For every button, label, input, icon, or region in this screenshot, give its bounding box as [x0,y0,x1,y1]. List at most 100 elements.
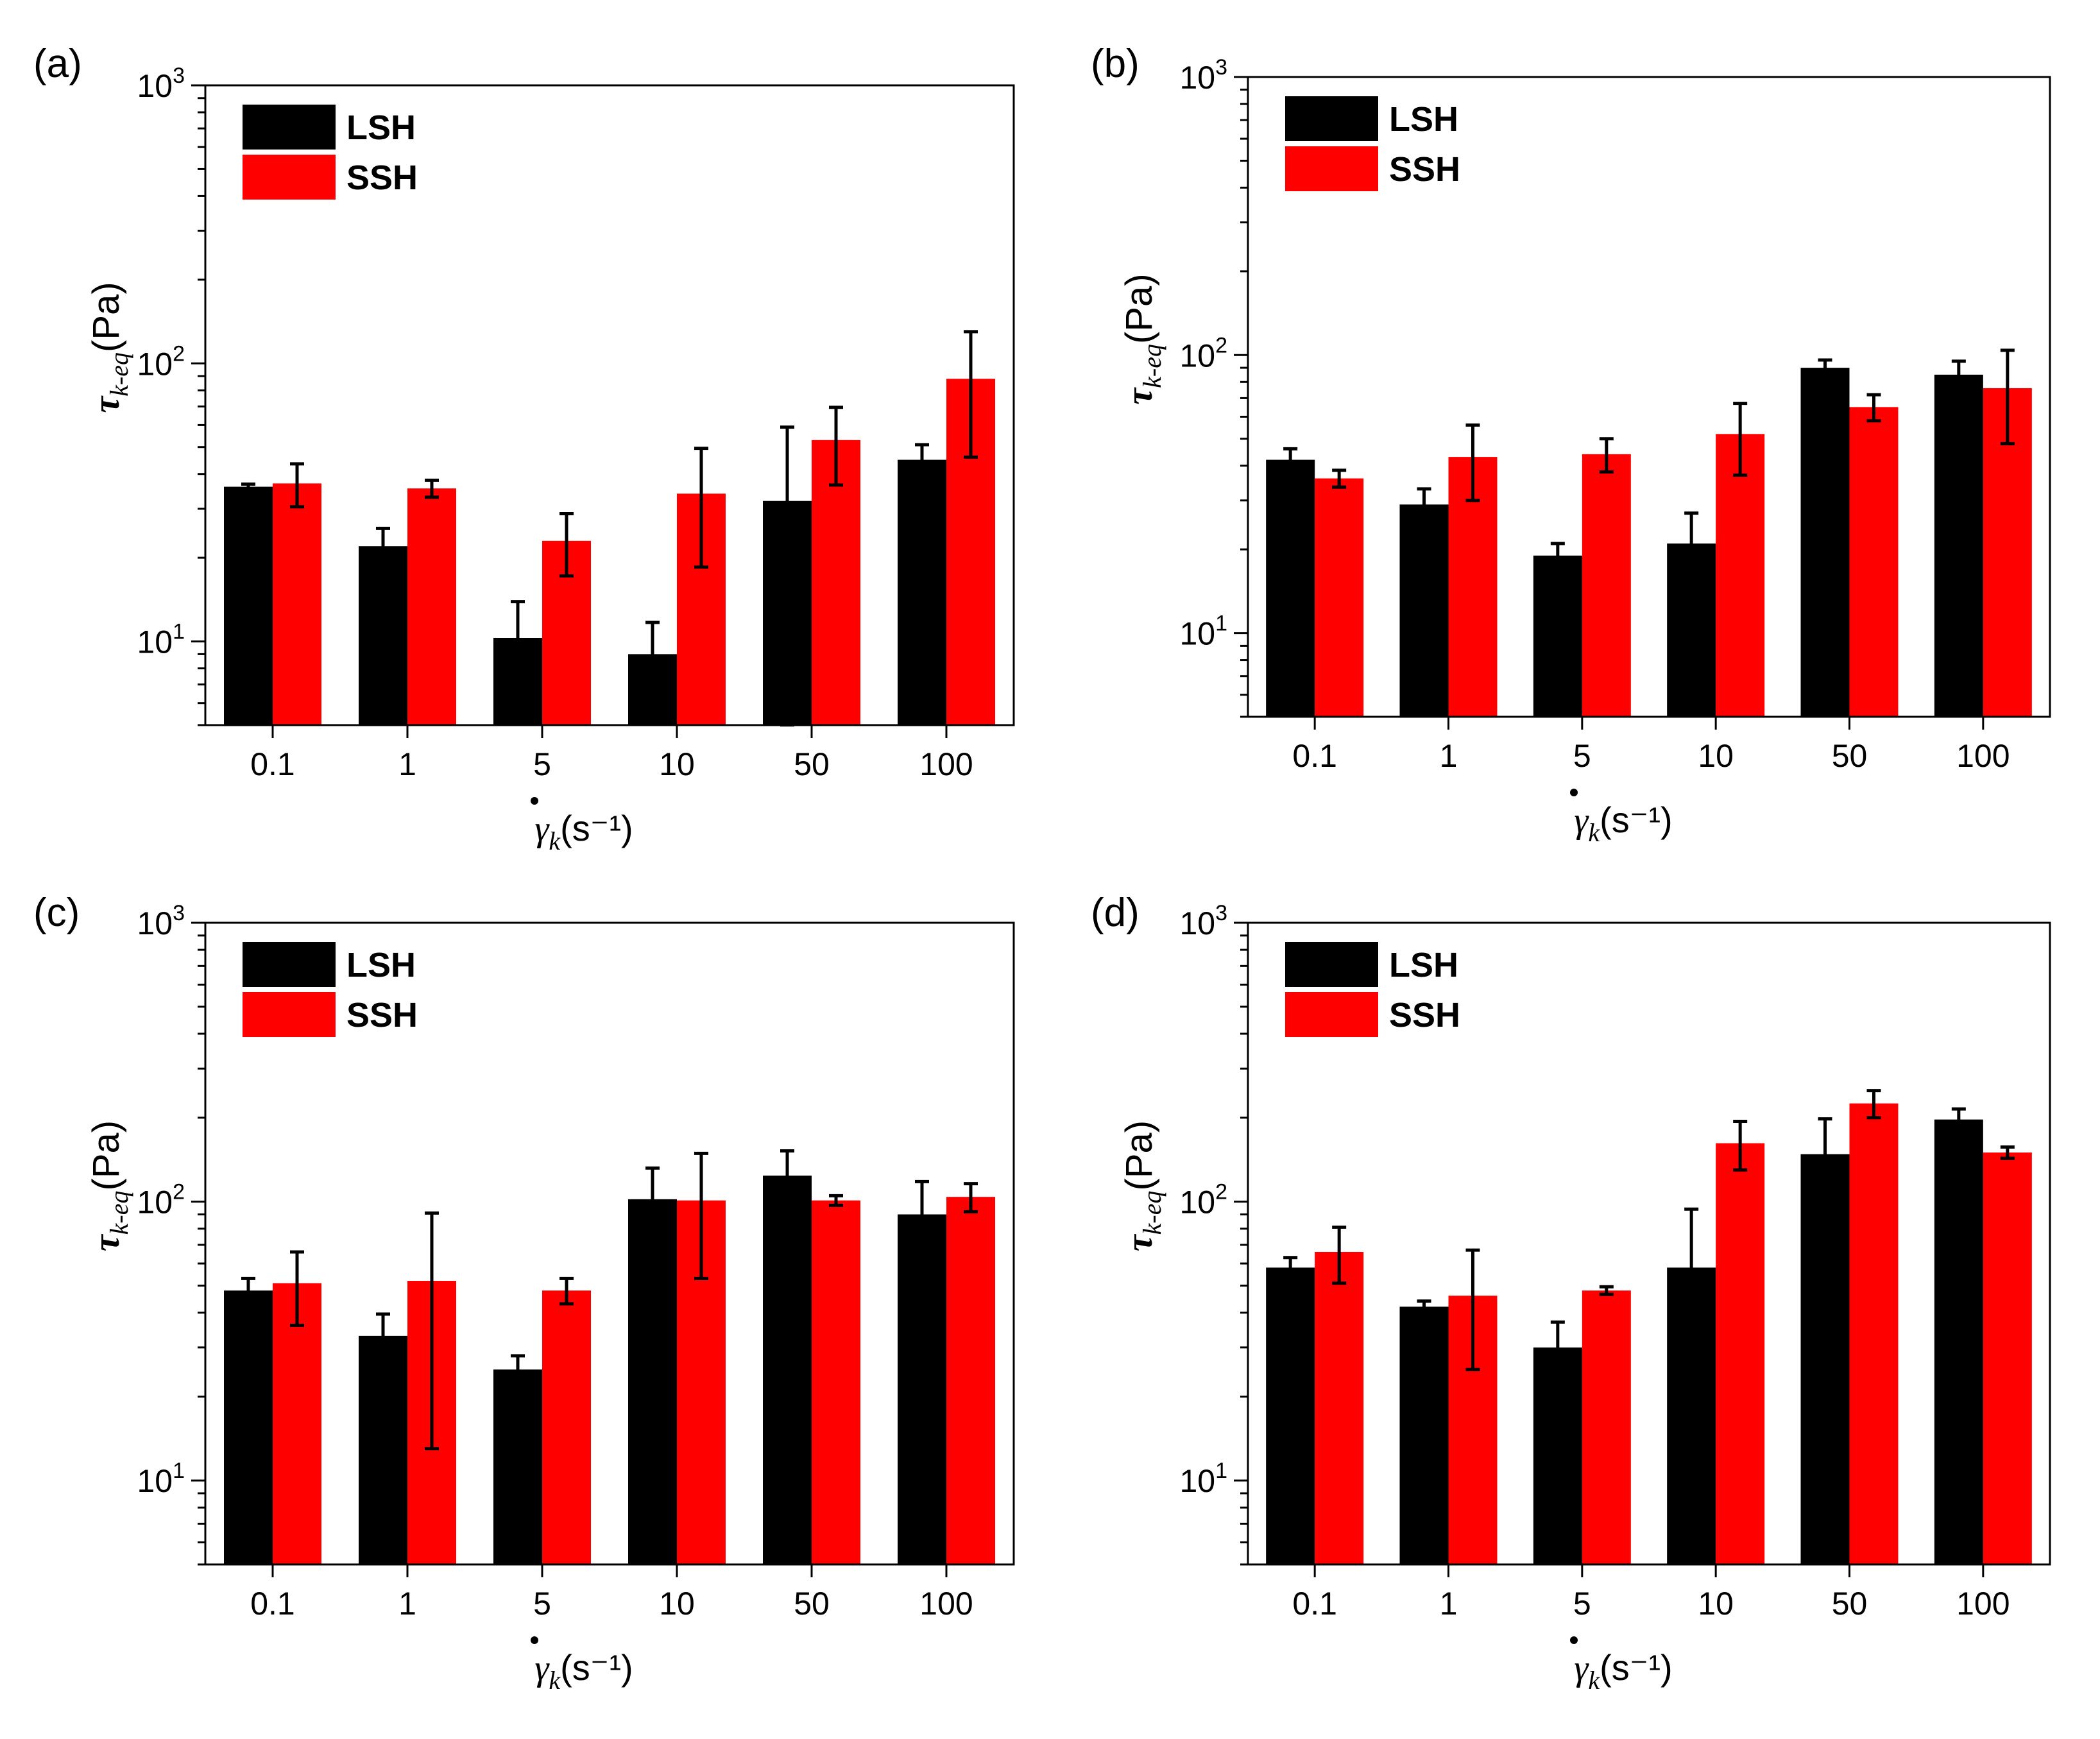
x-tick-label: 1 [398,1586,416,1622]
panel-label: (c) [33,891,80,935]
bar-lsh-5 [1533,555,1582,717]
x-tick-label: 10 [659,746,695,782]
x-axis-label: γk(s⁻¹) [1574,1647,1672,1695]
x-tick-label: 10 [659,1586,695,1622]
legend-swatch-lsh [1285,96,1378,141]
error-bar-lsh-5 [1550,542,1565,571]
error-bar-ssh-0.1 [1332,468,1347,489]
error-bar-lsh-0.1 [241,1276,255,1306]
chart-panel-3: (d) 101 102 103 0.1 1 5 10 50 100 γk(s⁻¹) τk-eq(Pa)… [1091,891,2051,1695]
bar-ssh-0.1 [273,1283,321,1564]
x-tick-label: 0.1 [1292,1586,1337,1622]
x-tick-label: 50 [1832,1586,1868,1622]
legend-swatch-lsh [1285,942,1378,987]
error-bar-lsh-1 [376,1312,390,1364]
bar-lsh-100 [898,1214,946,1564]
bar-lsh-100 [1934,1119,1983,1564]
legend-label-ssh: SSH [346,158,418,197]
error-bar-lsh-10 [645,1166,660,1244]
chart-panel-2: (c) 101 102 103 0.1 1 5 10 50 100 γk(s⁻¹) τk-eq(Pa)… [33,891,1015,1695]
x-tick-label: 100 [1956,1586,2010,1622]
bar-lsh-1 [1399,1306,1449,1564]
y-tick-label: 102 [1179,333,1227,373]
bar-ssh-0.1 [1315,478,1364,717]
bar-lsh-0.1 [1266,1267,1315,1564]
bar-ssh-50 [812,1200,860,1564]
y-tick-label: 103 [1179,55,1227,96]
error-bar-lsh-100 [1951,1107,1966,1133]
x-tick-label: 0.1 [250,1586,295,1622]
error-bar-lsh-0.1 [241,482,255,492]
y-axis-label: τk-eq(Pa) [1118,273,1166,404]
error-bar-ssh-1 [425,1211,439,1451]
legend-swatch-ssh [1285,992,1378,1037]
bar-lsh-1 [1399,504,1449,717]
bar-lsh-50 [1800,1154,1850,1564]
x-axis-label: γk(s⁻¹) [534,1647,633,1695]
y-tick-label: 102 [137,341,185,382]
error-bar-ssh-10 [694,1151,708,1280]
error-bar-ssh-0.1 [290,1250,304,1327]
y-axis-label: τk-eq(Pa) [1118,1120,1166,1251]
plot-frame [1247,921,2051,1566]
error-bar-ssh-100 [2000,1145,2015,1160]
error-bar-ssh-100 [964,1182,978,1213]
error-bar-lsh-50 [1818,1117,1832,1206]
y-tick-label: 103 [1179,901,1227,941]
bar-ssh-50 [812,440,860,725]
bar-ssh-1 [407,488,456,725]
legend-label-lsh: LSH [1389,100,1458,139]
legend-label-ssh: SSH [1389,150,1460,189]
x-tick-label: 100 [919,1586,973,1622]
chart-panel-0: (a) 101 102 103 0.1 1 5 10 50 100 γk(s⁻¹) τk-eq(Pa)… [33,42,1015,855]
x-tick-label: 5 [533,1586,551,1622]
x-tick-label: 50 [794,1586,830,1622]
x-axis-label-dot [531,1636,538,1644]
legend-swatch-ssh [1285,146,1378,191]
x-tick-label: 5 [1573,1586,1591,1622]
error-bar-lsh-100 [1951,359,1966,391]
error-bar-ssh-100 [964,330,978,459]
error-bar-ssh-1 [1465,423,1480,502]
bar-lsh-5 [493,1369,542,1564]
bar-lsh-0.1 [224,486,273,725]
error-bar-ssh-50 [829,406,843,487]
error-bar-ssh-50 [1866,1089,1881,1120]
bar-ssh-0.1 [273,483,321,725]
y-tick-label: 102 [137,1180,185,1221]
chart-panel-1: (b) 101 102 103 0.1 1 5 10 50 100 γk(s⁻¹) τk-eq(Pa)… [1091,42,2051,847]
y-tick-label: 101 [137,620,185,660]
error-bar-ssh-5 [559,1276,574,1306]
bar-lsh-100 [1934,374,1983,717]
y-tick-label: 103 [137,901,185,941]
bar-ssh-100 [1983,1152,2032,1564]
bar-lsh-50 [763,1175,812,1564]
error-bar-lsh-10 [1684,511,1699,586]
legend-label-lsh: LSH [346,946,416,984]
panel-label: (d) [1091,891,1140,935]
legend-label-ssh: SSH [346,996,418,1034]
x-tick-label: 0.1 [1292,738,1337,774]
y-tick-label: 101 [1179,1459,1227,1499]
legend-label-ssh: SSH [1389,996,1460,1034]
bar-lsh-10 [628,1199,677,1564]
x-tick-label: 50 [1832,738,1868,774]
bar-ssh-10 [1716,1143,1765,1564]
error-bar-ssh-5 [1599,437,1614,474]
bar-lsh-100 [898,459,946,725]
error-bar-lsh-0.1 [1283,1256,1298,1280]
bar-ssh-50 [1849,1103,1899,1564]
error-bar-lsh-5 [511,600,525,692]
legend-label-lsh: LSH [346,108,416,147]
error-bar-ssh-100 [2000,348,2015,445]
y-tick-label: 103 [137,64,185,104]
x-axis-label-dot [1570,1636,1578,1644]
error-bar-ssh-0.1 [290,462,304,509]
error-bar-ssh-50 [1866,393,1881,423]
y-axis-label: τk-eq(Pa) [85,282,133,413]
error-bar-ssh-0.1 [1332,1225,1347,1285]
error-bar-lsh-5 [511,1354,525,1387]
bar-ssh-5 [542,1290,591,1564]
bar-lsh-0.1 [224,1290,273,1564]
